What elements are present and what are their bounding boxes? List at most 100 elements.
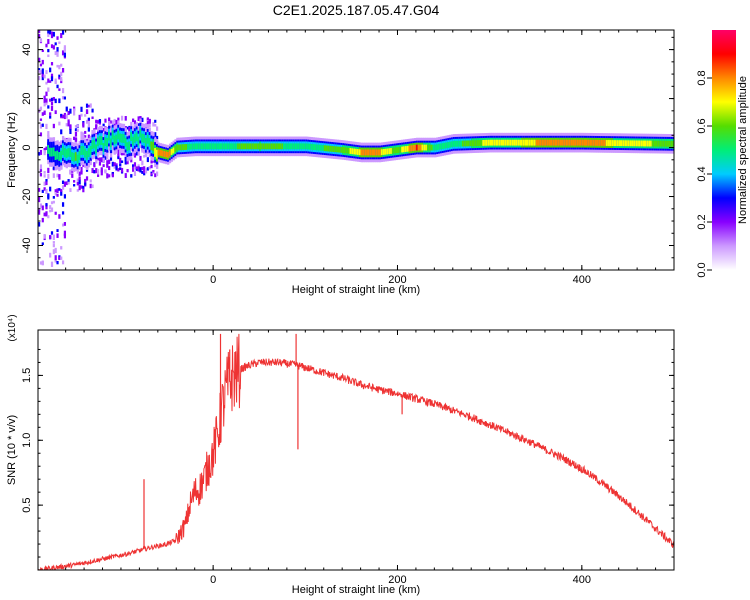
heatmap-cell: [61, 50, 65, 56]
heatmap-cell: [43, 170, 46, 174]
heatmap-cell: [50, 147, 54, 157]
heatmap-cell: [143, 168, 146, 174]
heatmap-cell: [423, 144, 426, 151]
heatmap-cell: [627, 140, 631, 147]
heatmap-cell: [73, 108, 76, 112]
heatmap-cell: [104, 137, 107, 147]
y-tick-label: -40: [21, 238, 33, 254]
heatmap-cell: [438, 143, 441, 150]
heatmap-cell: [73, 136, 76, 141]
heatmap-cell: [128, 127, 131, 132]
heatmap-cell: [144, 123, 148, 128]
heatmap-cell: [56, 150, 59, 160]
heatmap-cell: [96, 169, 100, 175]
heatmap-cell: [364, 149, 367, 156]
heatmap-cell: [45, 203, 48, 210]
snr-panel: 0 200 400 0.5 1.0 1.5 Height of straight line…: [6, 314, 675, 596]
heatmap-cell: [292, 143, 295, 150]
heatmap-cell: [50, 34, 54, 39]
heatmap-cell: [52, 165, 55, 170]
heatmap-cell: [56, 36, 59, 40]
heatmap-cell: [71, 152, 74, 162]
heatmap-cell: [133, 120, 137, 126]
heatmap-cell: [508, 139, 511, 146]
heatmap-cell: [502, 139, 505, 146]
heatmap-cell: [58, 188, 61, 191]
snr-y-scale-label: (x10⁴): [7, 314, 18, 341]
heatmap-cell: [58, 65, 61, 70]
heatmap-cell: [119, 167, 122, 171]
heatmap-cell: [109, 138, 113, 148]
heatmap-cell: [89, 146, 92, 155]
heatmap-cell: [78, 185, 81, 191]
heatmap-cell: [54, 78, 57, 84]
heatmap-cell: [49, 235, 52, 240]
heatmap-cell: [60, 113, 63, 117]
heatmap-cell: [111, 161, 114, 167]
heatmap-cell: [61, 180, 65, 185]
heatmap-cell: [100, 157, 103, 163]
heatmap-cell: [111, 171, 114, 175]
heatmap-cell: [82, 122, 85, 128]
heatmap-cell: [605, 140, 609, 146]
heatmap-cell: [96, 137, 100, 147]
heatmap-cell: [646, 140, 649, 147]
heatmap-cell: [375, 149, 378, 156]
heatmap-cell: [54, 255, 57, 261]
heatmap-cell: [181, 144, 185, 151]
heatmap-cell: [515, 139, 518, 146]
heatmap-cell: [275, 143, 279, 150]
heatmap-cell: [95, 144, 98, 154]
heatmap-cell: [297, 143, 301, 150]
heatmap-cell: [209, 143, 212, 150]
heatmap-cell: [93, 139, 96, 149]
heatmap-cell: [443, 142, 446, 149]
heatmap-cell: [39, 132, 43, 137]
heatmap-cell: [559, 139, 563, 146]
heatmap-cell: [102, 123, 105, 127]
heatmap-cell: [91, 116, 94, 119]
heatmap-cell: [452, 140, 456, 147]
heatmap-cell: [179, 144, 183, 151]
heatmap-cell: [45, 43, 48, 48]
heatmap-cell: [50, 231, 54, 235]
heatmap-cell: [58, 41, 61, 44]
heatmap-cell: [38, 33, 41, 39]
heatmap-cell: [391, 147, 395, 154]
heatmap-cell: [137, 164, 140, 168]
heatmap-cell: [592, 139, 596, 146]
heatmap-cell: [56, 173, 59, 178]
heatmap-cell: [54, 98, 57, 104]
heatmap-cell: [52, 200, 55, 204]
heatmap-cell: [541, 139, 544, 146]
heatmap-cell: [539, 139, 542, 146]
heatmap-cell: [668, 140, 671, 147]
heatmap-cell: [403, 146, 406, 153]
heatmap-cell: [202, 143, 205, 150]
heatmap-cell: [168, 150, 172, 157]
heatmap-cell: [270, 143, 273, 150]
heatmap-cell: [76, 154, 80, 164]
spectrogram-y-axis-label: Frequency (Hz): [6, 112, 18, 188]
heatmap-cell: [87, 104, 90, 108]
heatmap-cell: [85, 150, 89, 160]
heatmap-cell: [61, 185, 65, 190]
heatmap-cell: [96, 174, 100, 177]
heatmap-cell: [74, 128, 78, 131]
heatmap-cell: [60, 71, 63, 77]
heatmap-cell: [428, 144, 432, 151]
heatmap-cell: [135, 151, 138, 156]
colorbar-tick-label: 0.4: [696, 166, 708, 181]
heatmap-cell: [412, 145, 415, 151]
heatmap-cell: [120, 115, 124, 121]
heatmap-cell: [150, 172, 153, 176]
heatmap-cell: [607, 140, 610, 146]
heatmap-cell: [196, 143, 199, 150]
heatmap-cell: [517, 139, 520, 146]
heatmap-cell: [546, 139, 550, 146]
heatmap-cell: [504, 139, 507, 146]
heatmap-cell: [143, 171, 146, 176]
heatmap-cell: [91, 108, 94, 113]
heatmap-cell: [47, 105, 50, 109]
heatmap-cell: [578, 139, 581, 146]
